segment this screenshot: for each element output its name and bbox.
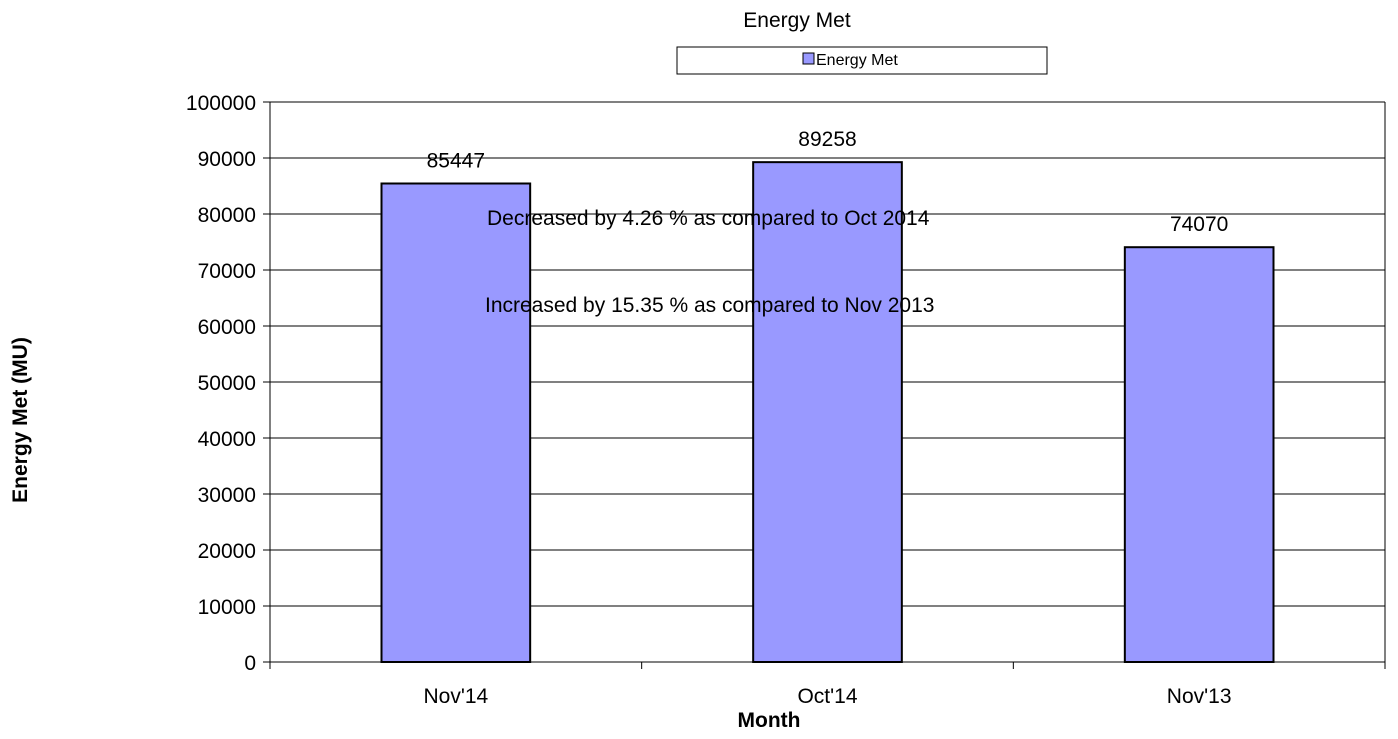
data-label: 85447 bbox=[427, 149, 485, 172]
legend: Energy Met bbox=[676, 46, 1048, 75]
legend-box bbox=[676, 46, 1048, 75]
y-tick-label: 60000 bbox=[198, 316, 256, 339]
x-tick-label: Nov'14 bbox=[423, 685, 488, 708]
x-tick-labels: Nov'14 Oct'14 Nov'13 bbox=[423, 685, 1231, 708]
bars bbox=[380, 161, 1275, 663]
data-label: 89258 bbox=[798, 128, 856, 151]
y-tick-label: 100000 bbox=[186, 92, 256, 115]
y-tick-label: 20000 bbox=[198, 540, 256, 563]
y-tick-label: 10000 bbox=[198, 596, 256, 619]
x-tick-label: Nov'13 bbox=[1167, 685, 1232, 708]
y-tick-label: 80000 bbox=[198, 204, 256, 227]
x-axis-title: Month bbox=[738, 709, 801, 732]
x-tick-label: Oct'14 bbox=[797, 685, 857, 708]
y-tick-labels: 0 10000 20000 30000 40000 50000 60000 70000 8000… bbox=[186, 92, 256, 675]
annotation-decrease: Decreased by 4.26 % as compared to Oct 2… bbox=[487, 207, 930, 230]
data-label: 74070 bbox=[1170, 213, 1228, 236]
y-tick-label: 50000 bbox=[198, 372, 256, 395]
y-tick-label: 30000 bbox=[198, 484, 256, 507]
chart-title: Energy Met bbox=[743, 9, 851, 32]
y-tick-label: 40000 bbox=[198, 428, 256, 451]
y-axis-title: Energy Met (MU) bbox=[9, 337, 32, 503]
data-labels: 85447 89258 74070 bbox=[427, 128, 1229, 236]
axes bbox=[263, 101, 1386, 669]
annotation-increase: Increased by 15.35 % as compared to Nov … bbox=[485, 294, 934, 317]
y-tick-label: 0 bbox=[244, 652, 256, 675]
y-tick-label: 90000 bbox=[198, 148, 256, 171]
bar bbox=[1123, 246, 1275, 663]
legend-swatch bbox=[802, 52, 815, 65]
bar bbox=[752, 161, 903, 663]
bar bbox=[380, 182, 532, 663]
legend-label: Energy Met bbox=[816, 52, 898, 69]
y-tick-label: 70000 bbox=[198, 260, 256, 283]
